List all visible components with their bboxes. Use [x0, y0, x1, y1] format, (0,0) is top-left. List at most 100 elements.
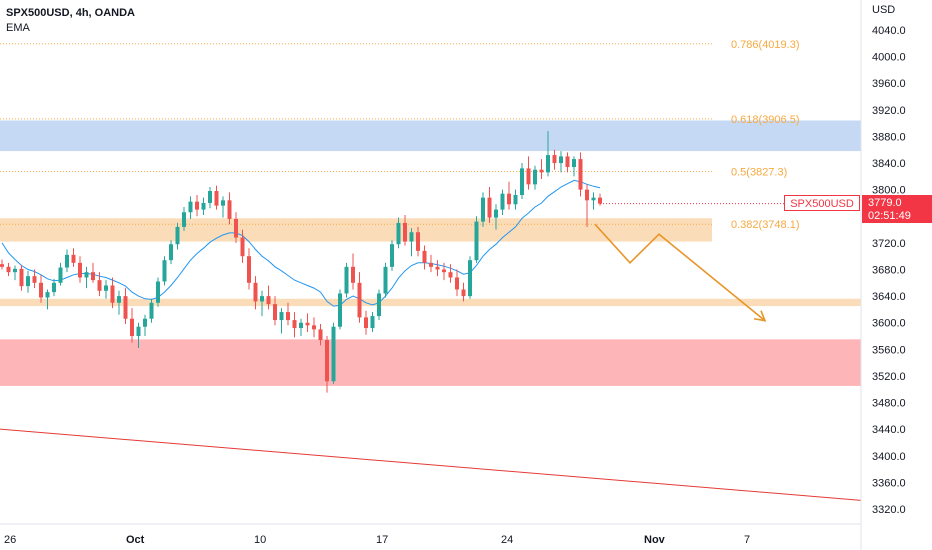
candle-body: [182, 212, 186, 227]
candle-body: [520, 168, 524, 195]
zone-support-1: [0, 218, 712, 242]
candle-body: [552, 155, 557, 164]
candle-body: [117, 296, 121, 303]
price-tick-label: 3320.0: [872, 504, 906, 516]
price-zones: [0, 120, 861, 386]
candle-body: [84, 272, 89, 278]
candle-body: [26, 276, 30, 287]
candlesticks: [0, 131, 602, 393]
time-axis[interactable]: 26 Oct 10 17 24 Nov 7: [4, 534, 750, 546]
trendline-segment: [0, 428, 862, 501]
candle-body: [312, 325, 316, 330]
price-tick-label: 3560.0: [872, 344, 906, 356]
candle-body: [286, 312, 290, 321]
candle-body: [6, 266, 11, 273]
candle-body: [58, 267, 63, 283]
candle-body: [468, 260, 472, 297]
currency-label[interactable]: USD: [872, 4, 896, 16]
symbol-title[interactable]: SPX500USD, 4h, OANDA: [6, 7, 135, 19]
candle-body: [253, 282, 258, 302]
candle-body: [104, 285, 108, 291]
price-tick-label: 3960.0: [872, 78, 906, 90]
price-tick-label: 3920.0: [872, 105, 906, 117]
candle-body: [598, 197, 602, 204]
fib-label: 0.786(4019.3): [731, 39, 800, 51]
candle-body: [578, 159, 583, 190]
candle-body: [13, 268, 17, 273]
price-tick-label: 3520.0: [872, 371, 906, 383]
candle-body: [546, 155, 550, 173]
candle-body: [234, 218, 238, 238]
price-tick-label: 3400.0: [872, 451, 906, 463]
time-tick-label: Oct: [126, 534, 145, 546]
candle-body: [533, 169, 537, 185]
fib-label: 0.618(3906.5): [731, 114, 800, 126]
time-tick-label: 7: [744, 534, 750, 546]
price-tick-label: 4040.0: [872, 25, 906, 37]
trendline: [0, 428, 862, 501]
projection-line: [594, 223, 766, 322]
candle-body: [539, 169, 544, 173]
price-tick-label: 3600.0: [872, 318, 906, 330]
candle-body: [500, 193, 505, 210]
time-tick-label: 10: [254, 534, 266, 546]
candle-body: [455, 277, 459, 290]
time-tick-label: Nov: [644, 534, 666, 546]
candle-body: [45, 292, 50, 298]
candle-body: [448, 272, 453, 278]
ema-path: [1, 179, 601, 307]
candle-body: [91, 272, 95, 281]
symbol-price-tag: SPX500USD: [784, 195, 860, 211]
candle-body: [169, 244, 173, 261]
candle-body: [559, 156, 563, 164]
candle-body: [305, 322, 310, 326]
candle-body: [32, 276, 37, 283]
indicator-label[interactable]: EMA: [6, 22, 30, 34]
fibonacci-levels: 0.786(4019.3) 0.618(3906.5) 0.5(3827.3) 0.3…: [0, 39, 800, 231]
candle-body: [71, 254, 76, 263]
candle-body: [487, 197, 492, 218]
candle-body: [0, 264, 4, 267]
candle-body: [494, 209, 498, 218]
price-tick-label: 3640.0: [872, 291, 906, 303]
candle-body: [396, 222, 401, 245]
candle-body: [591, 197, 596, 201]
fib-label: 0.382(3748.1): [731, 219, 800, 231]
fib-label: 0.5(3827.3): [731, 167, 787, 179]
candle-body: [201, 202, 206, 210]
candle-body: [331, 326, 336, 382]
zone-resistance: [0, 120, 861, 152]
price-tick-label: 3840.0: [872, 158, 906, 170]
candle-body: [188, 201, 193, 213]
candle-body: [403, 222, 407, 242]
candle-body: [461, 289, 466, 297]
candle-body: [214, 190, 219, 206]
candle-body: [325, 340, 329, 382]
candle-body: [513, 194, 518, 205]
candle-body: [572, 159, 576, 168]
chart-header: SPX500USD, 4h, OANDA EMA: [6, 6, 135, 36]
projection-arrowhead: [753, 310, 767, 322]
candle-body: [474, 221, 479, 261]
candle-body: [338, 293, 342, 327]
candle-body: [481, 197, 485, 222]
candle-body: [266, 296, 271, 305]
last-price-box: 3779.0 02:51:49: [862, 195, 932, 223]
candle-body: [292, 320, 297, 329]
candle-body: [565, 156, 570, 168]
candle-body: [65, 254, 69, 268]
candle-body: [175, 226, 180, 245]
candle-body: [416, 232, 420, 251]
candle-body: [585, 189, 589, 201]
price-axis[interactable]: 4040.0 4000.0 3960.0 3920.0 3880.0 3840.0 3800…: [872, 25, 906, 516]
price-tick-label: 3440.0: [872, 424, 906, 436]
candle-body: [422, 250, 427, 263]
last-price: 3779.0: [868, 197, 902, 209]
candle-body: [97, 280, 102, 291]
candle-body: [318, 329, 323, 341]
candle-body: [143, 318, 147, 327]
candle-body: [507, 193, 511, 205]
candle-body: [526, 168, 531, 185]
candle-body: [240, 237, 245, 257]
